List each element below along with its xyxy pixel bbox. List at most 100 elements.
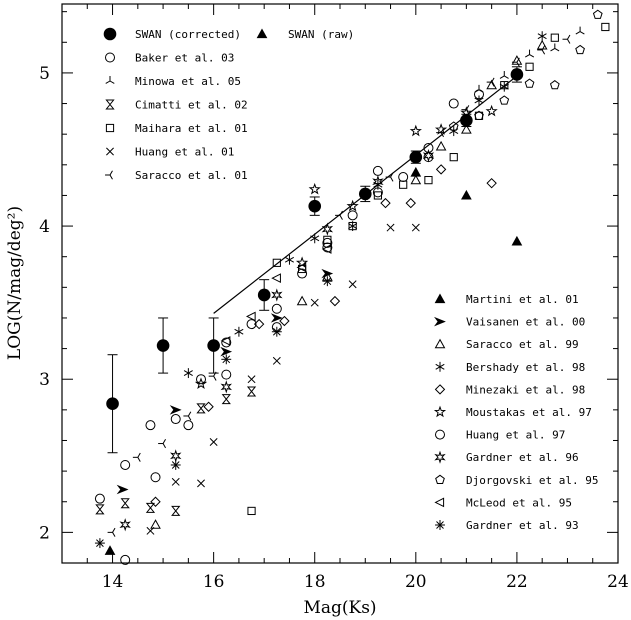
data-point [348,280,357,289]
x-axis-title: Mag(Ks) [303,598,376,618]
legend-entry: Baker et al. 03 [105,52,234,65]
data-point [271,326,282,337]
axes: 14 16 18 20 22 24 2 3 4 5 [39,3,629,592]
data-point [549,80,560,90]
data-point [120,498,130,509]
legend-marker [105,170,113,180]
legend-label: Moustakas et al. 97 [466,406,592,419]
data-point [310,233,320,244]
legend-label: SWAN (raw) [288,28,354,41]
data-point [197,479,205,488]
legend-label: Saracco et al. 99 [466,338,579,351]
data-point [171,477,180,486]
data-point [511,55,523,65]
data-point [435,164,447,175]
data-point [592,9,603,19]
legend-entry: Martini et al. 01 [434,293,579,306]
data-point [423,142,434,153]
data-point [106,397,119,411]
data-point [296,262,307,273]
legend-label: Gardner et al. 93 [466,519,579,532]
legend-entry: Minezaki et al. 98 [434,383,585,396]
data-point [297,268,308,279]
legend-entry: McLeod et al. 95 [434,496,572,509]
legend-marker [256,28,268,39]
legend-entry: Saracco et al. 01 [105,169,248,182]
data-point [537,31,547,42]
legend-label: Minowa et al. 05 [135,75,241,88]
legend-entry: Vaisanen et al. 00 [434,316,585,329]
series-cimatti-et-al-02 [95,386,257,516]
legend-entry: Gardner et al. 93 [435,519,579,532]
data-point [398,172,409,183]
legend-marker [434,384,446,395]
legend-label: Gardner et al. 96 [466,451,579,464]
data-point [308,199,322,213]
data-point [183,420,194,431]
legend-label: Djorgovski et al. 95 [466,474,598,487]
data-point [358,187,372,201]
data-point [405,197,416,209]
data-point [259,288,269,299]
data-point [525,62,534,71]
legend-label: Cimatti et al. 02 [135,99,248,112]
legend-entry: Djorgovski et al. 95 [435,474,598,487]
legend-marker [434,497,445,508]
data-point [322,276,333,287]
data-point [169,405,182,415]
data-point [221,369,232,380]
data-point [158,439,166,449]
data-point [461,105,470,115]
data-point [271,273,281,283]
x-tick-label: 24 [607,572,629,592]
series-martini-et-al-01 [104,545,116,555]
data-point [150,496,161,507]
data-point [372,165,383,176]
data-point [348,221,358,232]
legend-label: Maihara et al. 01 [135,122,248,135]
series-huang-et-al-01 [146,223,420,535]
x-tick-label: 16 [203,572,225,592]
legend-marker [435,361,445,372]
data-point [104,545,116,555]
data-point [196,374,206,385]
data-point [435,140,447,151]
data-point [150,519,161,529]
legend: SWAN (corrected) SWAN (raw) Baker et al. 0… [103,27,598,532]
data-point [270,313,283,323]
data-point [207,339,220,352]
data-point [245,311,256,322]
data-point [120,459,131,470]
data-point [486,177,497,189]
data-point [321,244,332,254]
data-point [308,182,321,195]
legend-label: Vaisanen et al. 00 [466,316,585,329]
legend-entry: Huang et al. 97 [435,429,565,442]
series-djorgovski-et-al-95 [448,9,603,131]
series-swan-raw [410,166,523,246]
data-point [525,49,535,58]
data-point [120,554,131,565]
series-minowa-et-al-05 [474,26,585,93]
data-point [424,176,433,185]
data-point [329,295,341,307]
legend-marker [105,76,115,84]
legend-label: Bershady et al. 98 [466,361,585,374]
data-point [601,22,610,32]
data-point [562,34,571,44]
data-point [460,106,473,118]
data-point [247,375,256,384]
data-point [183,411,192,421]
data-point [221,337,232,348]
legend-marker [434,316,446,327]
x-tick-label: 22 [506,572,528,592]
legend-label: Saracco et al. 01 [135,169,248,182]
data-point [347,210,358,221]
legend-entry: Cimatti et al. 02 [105,99,248,112]
data-point [385,172,394,182]
x-tick-label: 20 [405,572,427,592]
data-point [461,124,472,134]
data-point [511,235,523,246]
data-point [246,386,257,397]
data-point [271,288,283,302]
